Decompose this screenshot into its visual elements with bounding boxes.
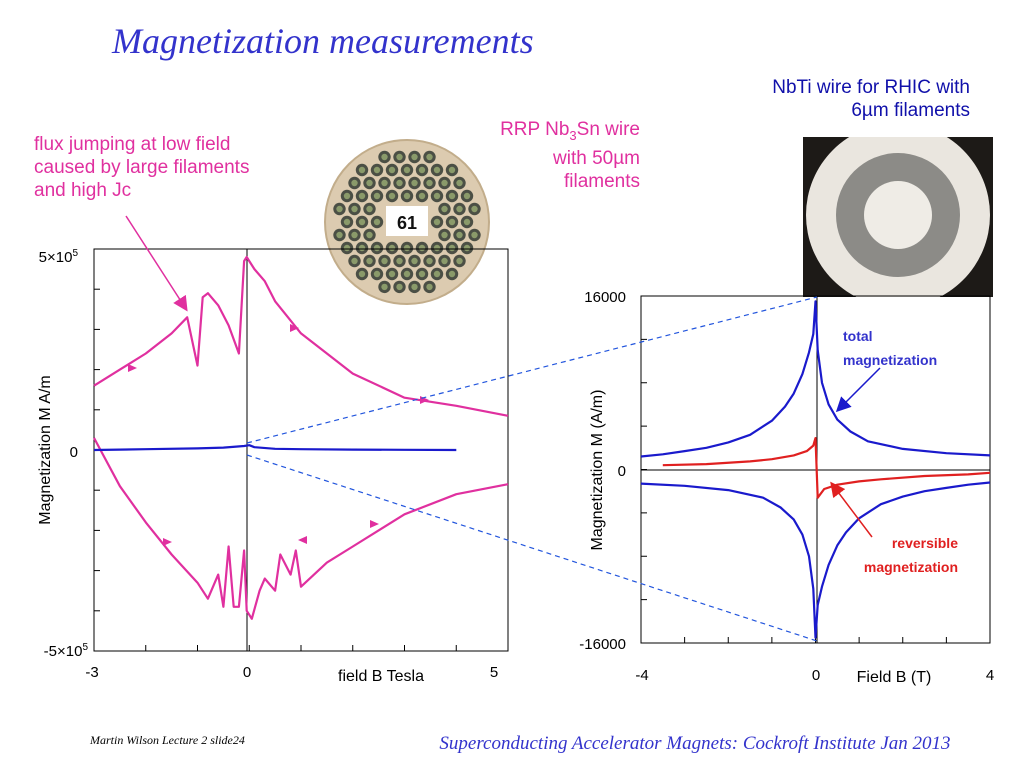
loop-direction-marker-4: [298, 536, 307, 544]
chart-left-xlabel: field B Tesla: [338, 668, 424, 685]
nbti-wire-photo: [803, 137, 993, 297]
chart-right-xtick-zero: 0: [812, 667, 820, 684]
reversible-magnetization-label-line2: magnetization: [864, 559, 958, 575]
chart-right-ylabel: Magnetization M (A/m): [589, 390, 606, 551]
chart-right: 16000 0 -16000 -4 0 4 Field B (T) Magnet…: [579, 289, 994, 686]
loop-direction-marker-5: [370, 520, 379, 528]
rrp-filament-count: 61: [397, 213, 417, 233]
total-magnetization-label-line1: total: [843, 328, 873, 344]
chart-left-ylabel: Magnetization M A/m: [37, 375, 54, 524]
rrp-filament-array: [333, 150, 481, 294]
chart-left: 5×105 0 -5×105 -3 0 5 field B Tesla Magn…: [37, 248, 509, 685]
rrp-wire-annotation: RRP Nb3Sn wire with 50µm filaments: [490, 118, 640, 193]
nbti-wire-annotation: NbTi wire for RHIC with 6µm filaments: [772, 77, 970, 121]
chart-left-series-2: [93, 444, 457, 452]
total-magnetization-label-line2: magnetization: [843, 352, 937, 368]
chart-right-series-0: [640, 300, 991, 458]
rrp-subscript: 3: [569, 127, 577, 143]
chart-left-xtick-max: 5: [490, 664, 498, 681]
chart-left-ytick-zero: 0: [70, 444, 78, 461]
chart-left-series-1: [93, 437, 509, 620]
rrp-rest: Sn wire with 50µm filaments: [553, 119, 640, 192]
chart-right-xtick-min: -4: [635, 667, 648, 684]
nbti-center-core: [864, 181, 932, 249]
footer-author: Martin Wilson Lecture 2 slide24: [90, 733, 245, 747]
chart-left-ytick-top: 5×105: [39, 248, 79, 266]
rrp-center-core: [386, 206, 428, 236]
footer-course: Superconducting Accelerator Magnets: Coc…: [439, 733, 951, 754]
flux-jumping-annotation: flux jumping at low field caused by larg…: [34, 134, 250, 201]
chart-left-ytick-bottom: -5×105: [44, 642, 89, 660]
rrp-wire-photo: 61: [322, 112, 492, 330]
chart-left-xtick-zero: 0: [243, 664, 251, 681]
chart-right-xtick-max: 4: [986, 667, 994, 684]
loop-direction-marker-3: [163, 538, 172, 546]
chart-left-xtick-min: -3: [85, 664, 98, 681]
chart-right-xlabel: Field B (T): [857, 669, 932, 686]
rrp-prefix: RRP Nb: [500, 119, 570, 140]
reversible-magnetization-label-line1: reversible: [892, 535, 958, 551]
loop-direction-marker-0: [128, 364, 137, 372]
chart-right-ytick-zero: 0: [618, 463, 626, 480]
slide-title: Magnetization measurements: [112, 21, 534, 61]
chart-left-series-0: [93, 255, 509, 417]
loop-direction-marker-2: [420, 396, 429, 404]
chart-right-ytick-bottom: -16000: [579, 636, 626, 653]
chart-left-minor-ticks: [93, 248, 509, 652]
chart-right-ytick-top: 16000: [584, 289, 626, 306]
